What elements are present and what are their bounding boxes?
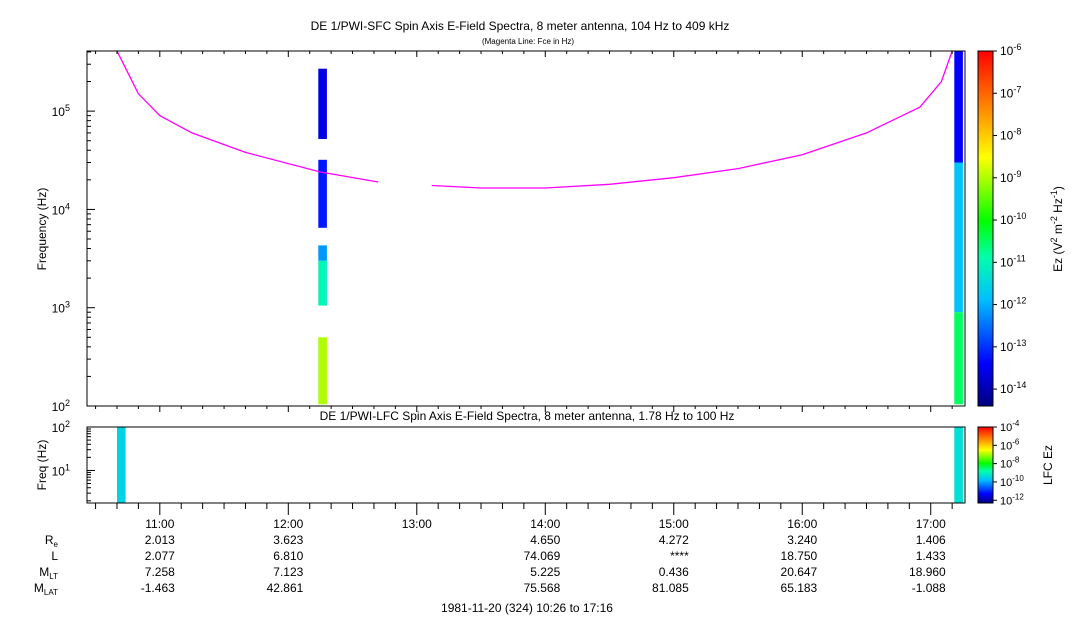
fce-line-segment-0: [116, 50, 379, 183]
top-y-tick-label-0: 102: [52, 398, 70, 414]
top-spectral-block-3: [318, 260, 327, 306]
time-tick-label-1: 12:00: [273, 517, 303, 531]
top-colorbar-tick-label-4: 10-10: [1000, 211, 1026, 227]
fce-line: [116, 50, 953, 189]
bottom-colorbar: [977, 426, 994, 504]
time-tick-label-4: 15:00: [659, 517, 689, 531]
top-plot-frame: [86, 50, 966, 407]
ephemeris-value-2-1: 74.069: [524, 549, 561, 563]
top-spectral-block-0: [318, 68, 327, 139]
fce-line-segment-1: [431, 50, 953, 189]
ephemeris-value-5-0: 1.406: [916, 533, 946, 547]
bottom-colorbar-ticks: 10-4 10-6 10-8 10-10 10-12: [993, 419, 1024, 507]
ephemeris-value-1-2: 7.123: [273, 565, 303, 579]
bottom-y-tick-label-1: 102: [52, 419, 70, 435]
top-spectral-block-2: [318, 245, 327, 261]
ephemeris-value-3-0: 4.272: [659, 533, 689, 547]
footer-date-range: 1981-11-20 (324) 10:26 to 17:16: [441, 601, 613, 615]
top-panel-title: DE 1/PWI-SFC Spin Axis E-Field Spectra, …: [311, 19, 730, 33]
ephemeris-value-3-2: 0.436: [659, 565, 689, 579]
top-colorbar-tick-label-5: 10-11: [1000, 253, 1026, 269]
bottom-colorbar-tick-label-1: 10-6: [1000, 437, 1020, 452]
ephemeris-value-4-3: 65.183: [781, 581, 818, 595]
top-colorbar: [977, 50, 994, 407]
top-panel-subtitle: (Magenta Line: Fce in Hz): [482, 37, 574, 46]
top-y-axis: 102 103 104 105: [52, 51, 95, 414]
top-colorbar-tick-label-6: 10-12: [1000, 296, 1026, 312]
top-colorbar-tick-label-2: 10-8: [1000, 127, 1021, 143]
bottom-spectral-block-1: [954, 427, 963, 503]
ephemeris-row-label-2: MLT: [39, 565, 58, 581]
top-colorbar-ticks: 10-6 10-7 10-8 10-9 10-10 10-11 10-12 10-13 10-1…: [993, 42, 1026, 396]
ephemeris-value-0-1: 2.077: [145, 549, 175, 563]
ephemeris-value-5-1: 1.433: [916, 549, 946, 563]
bottom-spectral-block-0: [117, 427, 126, 503]
ephemeris-value-0-3: -1.463: [141, 581, 175, 595]
ephemeris-value-2-0: 4.650: [530, 533, 560, 547]
top-spectral-block-1: [318, 159, 327, 228]
time-axis: 11:00 12:00 13:00 14:00 15:00 16:00 17:00: [95, 51, 953, 531]
top-colorbar-tick-label-0: 10-6: [1000, 42, 1021, 58]
bottom-y-axis: 101 102: [52, 419, 95, 502]
top-y-axis-label: Frequency (Hz): [35, 188, 49, 271]
bottom-colorbar-tick-label-4: 10-12: [1000, 492, 1024, 507]
ephemeris-value-4-2: 20.647: [781, 565, 818, 579]
bottom-colorbar-label: LFC Ez: [1041, 445, 1055, 485]
ephemeris-row-label-0: Re: [45, 533, 59, 549]
top-spectral-block-6: [954, 162, 963, 313]
top-colorbar-label: Ez (V2 m-2 Hz-1): [1049, 186, 1065, 272]
ephemeris-value-2-2: 5.225: [530, 565, 560, 579]
bottom-y-axis-label: Freq (Hz): [35, 440, 49, 491]
bottom-colorbar-tick-label-2: 10-8: [1000, 456, 1020, 471]
top-colorbar-tick-label-3: 10-9: [1000, 169, 1021, 185]
time-tick-label-2: 13:00: [402, 517, 432, 531]
top-colorbar-tick-label-1: 10-7: [1000, 84, 1021, 100]
ephemeris-value-1-3: 42.861: [267, 581, 304, 595]
top-colorbar-tick-label-8: 10-14: [1000, 380, 1026, 396]
top-spectrogram-blocks: [318, 51, 963, 405]
top-spectral-block-5: [954, 51, 963, 163]
top-y-tick-label-2: 104: [52, 201, 70, 217]
bottom-plot-frame: [86, 426, 966, 504]
top-spectral-block-7: [954, 312, 963, 405]
ephemeris-row-label-3: MLAT: [34, 581, 58, 597]
ephemeris-value-1-0: 3.623: [273, 533, 303, 547]
ephemeris-row-label-1: L: [51, 549, 58, 563]
top-spectral-block-4: [318, 337, 327, 405]
top-colorbar-tick-label-7: 10-13: [1000, 338, 1026, 354]
time-tick-label-3: 14:00: [530, 517, 560, 531]
ephemeris-value-3-3: 81.085: [652, 581, 689, 595]
bottom-colorbar-tick-label-0: 10-4: [1000, 419, 1020, 434]
ephemeris-value-0-2: 7.258: [145, 565, 175, 579]
ephemeris-value-1-1: 6.810: [273, 549, 303, 563]
ephemeris-value-2-3: 75.568: [524, 581, 561, 595]
time-tick-label-0: 11:00: [145, 517, 174, 531]
ephemeris-value-3-1: ****: [670, 549, 689, 563]
ephemeris-value-4-0: 3.240: [787, 533, 817, 547]
bottom-panel-title: DE 1/PWI-LFC Spin Axis E-Field Spectra, …: [320, 409, 735, 423]
top-y-tick-label-3: 105: [52, 103, 70, 119]
ephemeris-value-0-0: 2.013: [145, 533, 175, 547]
bottom-y-tick-label-0: 101: [52, 462, 70, 478]
top-y-tick-label-1: 103: [52, 300, 70, 316]
time-tick-label-5: 16:00: [787, 517, 817, 531]
bottom-colorbar-tick-label-3: 10-10: [1000, 474, 1024, 489]
ephemeris-value-5-2: 18.960: [909, 565, 946, 579]
bottom-spectrogram-blocks: [117, 427, 963, 503]
ephemeris-value-5-3: -1.088: [912, 581, 946, 595]
time-tick-label-6: 17:00: [916, 517, 946, 531]
ephemeris-value-4-1: 18.750: [781, 549, 818, 563]
